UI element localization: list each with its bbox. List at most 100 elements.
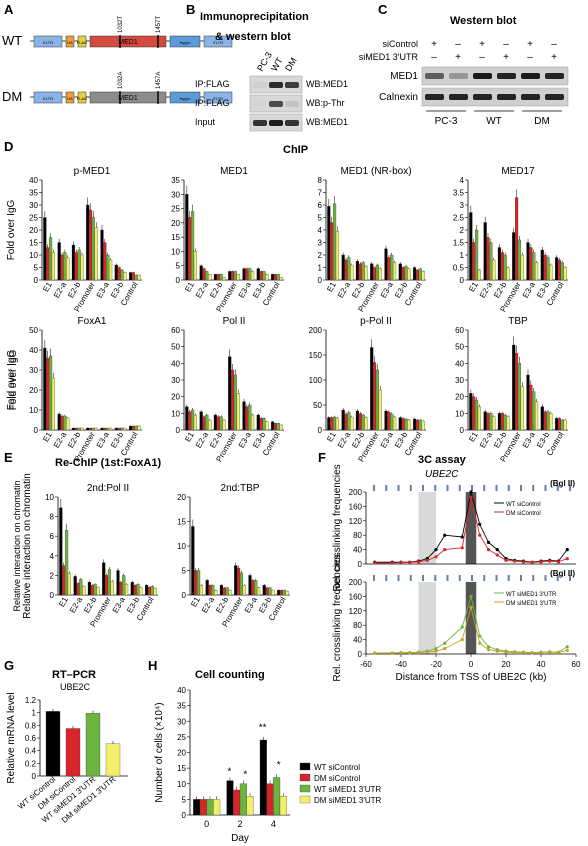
y-tick-label: 10 bbox=[177, 780, 186, 789]
bar bbox=[474, 399, 479, 431]
y-tick-label: 0 bbox=[460, 276, 465, 285]
bar bbox=[136, 584, 140, 596]
y-tick-label: 5 bbox=[182, 795, 187, 804]
bar bbox=[190, 409, 195, 431]
bar bbox=[222, 587, 226, 596]
enzyme-label: (Bgl II) bbox=[550, 569, 575, 578]
bar bbox=[506, 267, 510, 281]
significance-mark: * bbox=[227, 766, 231, 777]
y-tick-label: 25 bbox=[177, 733, 186, 742]
bar bbox=[96, 587, 100, 596]
y-axis-label: Relative mRNA level bbox=[6, 692, 17, 783]
bar bbox=[543, 411, 547, 431]
y-tick-label: 20 bbox=[29, 226, 38, 235]
construct-segment bbox=[65, 35, 75, 48]
bar bbox=[560, 419, 564, 431]
bar bbox=[265, 274, 269, 281]
panel-g: G RT–PCR UBE2C 00.20.40.60.811.2WT siCon… bbox=[4, 658, 128, 825]
series-point bbox=[469, 495, 473, 499]
bar bbox=[332, 203, 337, 281]
bar bbox=[273, 777, 281, 816]
bar bbox=[108, 259, 113, 281]
y-tick-label: 120 bbox=[349, 517, 363, 526]
bar bbox=[401, 267, 405, 281]
panel-h-label: H bbox=[148, 658, 157, 673]
bar bbox=[378, 268, 382, 281]
restriction-site bbox=[471, 485, 473, 491]
y-tick-label: 10 bbox=[29, 251, 38, 260]
bar bbox=[262, 585, 266, 596]
x-axis-label: Day bbox=[231, 833, 249, 844]
bar bbox=[327, 206, 331, 281]
panel-a-label: A bbox=[4, 2, 14, 17]
panel-e-title: Re-ChIP (1st:FoxA1) bbox=[55, 457, 161, 469]
bar bbox=[43, 217, 47, 281]
y-tick-label: 50 bbox=[29, 326, 38, 335]
series-point bbox=[513, 559, 517, 563]
legend-swatch bbox=[299, 795, 311, 804]
x-tick-label: E2-a bbox=[52, 430, 69, 450]
bar bbox=[228, 271, 232, 281]
y-tick-label: 1 bbox=[32, 709, 37, 718]
sicontrol-sign: + bbox=[527, 39, 533, 50]
panel-e: E Re-ChIP (1st:FoxA1) 2nd:Pol II 0 2 4 6 8 10 E… bbox=[4, 450, 290, 628]
bar bbox=[116, 570, 120, 596]
x-tick-label: E3-a bbox=[95, 430, 112, 450]
bar bbox=[190, 211, 195, 281]
y-tick-label: 0.6 bbox=[25, 734, 37, 743]
series-point bbox=[486, 648, 491, 652]
bar bbox=[60, 254, 64, 281]
bar bbox=[364, 266, 368, 281]
y-axis-label: Fold over IgG bbox=[6, 349, 17, 410]
bar bbox=[213, 274, 218, 281]
bar bbox=[270, 421, 275, 431]
bar bbox=[412, 418, 417, 431]
y-tick-label: 2.5 bbox=[453, 214, 465, 223]
chart-d-tbp: TBP0102030405060E1E2-aE2-bPromoterE3-aE3… bbox=[455, 316, 568, 463]
y-tick-label: 160 bbox=[349, 592, 363, 601]
construct-segment bbox=[33, 91, 63, 104]
blot-group-label: PC-3 bbox=[435, 116, 458, 127]
y-tick-label: 10 bbox=[29, 406, 38, 415]
bar bbox=[246, 796, 254, 816]
y-tick-label: 50 bbox=[171, 343, 180, 352]
bar bbox=[492, 416, 496, 431]
x-tick-label: E1 bbox=[183, 430, 196, 443]
legend-label: DM siControl bbox=[506, 511, 541, 517]
simed1-sign: – bbox=[527, 52, 533, 63]
series-point bbox=[408, 560, 412, 565]
bar bbox=[282, 589, 286, 596]
bar bbox=[242, 401, 246, 431]
y-tick-label: 0.4 bbox=[25, 747, 37, 756]
chart-d-med1: MED105101520253035E1E2-aE2-bPromoterE3-a… bbox=[171, 166, 284, 313]
series-point bbox=[460, 638, 464, 642]
bar bbox=[401, 418, 405, 431]
y-tick-label: 3 bbox=[318, 239, 323, 248]
panel-b: B Immunoprecipitation & western blot PC-… bbox=[186, 2, 348, 132]
x-tick-label: E3-a bbox=[379, 280, 396, 300]
bar bbox=[107, 569, 112, 596]
simed1-label: siMED1 3′UTR bbox=[359, 52, 419, 62]
bar bbox=[213, 414, 218, 431]
restriction-site bbox=[422, 575, 424, 581]
segment-label: FLAG bbox=[77, 40, 87, 45]
bar bbox=[206, 799, 214, 816]
y-tick-label: 1.5 bbox=[453, 239, 465, 248]
restriction-site bbox=[507, 485, 510, 491]
chart-e-tbp: 2nd:TBP05101520E1E2-aE2-bPromoterE3-aE3-… bbox=[177, 483, 290, 628]
series-point bbox=[443, 641, 447, 645]
cell-counting-chart: 0 5 10 15 20 25 30 35 40 0 2 4 Day Number of cells (×… bbox=[154, 686, 290, 844]
y-tick-label: 40 bbox=[177, 686, 186, 695]
y-tick-label: 60 bbox=[455, 326, 464, 335]
bar bbox=[540, 406, 544, 431]
chart-d-ppolii: p-Pol II050100150200E1E2-aE2-bPromoterE3… bbox=[309, 316, 426, 463]
bar bbox=[228, 356, 232, 431]
bar bbox=[256, 268, 260, 281]
bar bbox=[67, 573, 72, 596]
restriction-site bbox=[483, 485, 486, 491]
bar bbox=[512, 344, 516, 431]
y-tick-label: 4 bbox=[50, 552, 55, 561]
bar bbox=[517, 239, 522, 281]
